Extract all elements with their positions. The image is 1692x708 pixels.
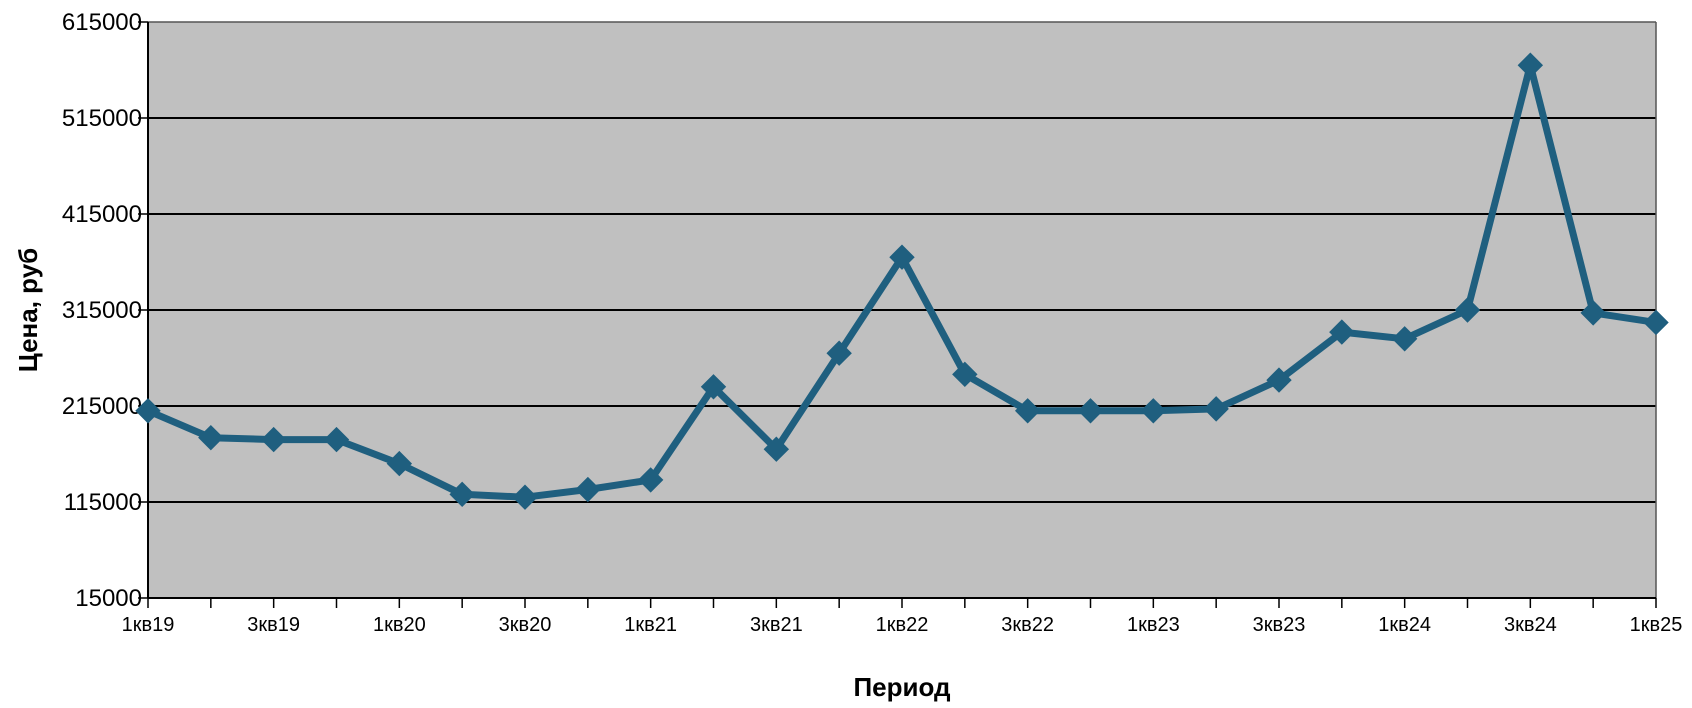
- data-point-marker: [1203, 396, 1229, 422]
- y-tick-label: 415000: [62, 201, 142, 228]
- y-tick-labels: 615000 515000 415000 315000 215000 115000 1500…: [62, 9, 142, 612]
- x-tick-label: 1кв24: [1378, 614, 1431, 636]
- x-tick-label: 3кв20: [499, 614, 552, 636]
- y-tick-label: 615000: [62, 9, 142, 36]
- y-tick-label: 115000: [64, 489, 142, 516]
- x-tick-label: 1кв25: [1630, 614, 1683, 636]
- data-point-marker: [1140, 398, 1167, 424]
- data-point-marker: [260, 426, 287, 453]
- data-point-marker: [1454, 297, 1481, 323]
- x-tick-label: 3кв22: [1001, 614, 1054, 636]
- x-tick-label: 3кв21: [750, 614, 803, 636]
- x-tick-label: 3кв23: [1253, 614, 1306, 636]
- data-point-marker: [1329, 319, 1355, 345]
- data-point-marker: [1077, 398, 1104, 424]
- grid-lines: [138, 21, 1656, 599]
- data-point-marker: [1643, 309, 1669, 336]
- data-point-marker: [826, 340, 852, 366]
- y-axis-title: Цена, руб: [13, 248, 43, 372]
- x-tick-label: 1кв22: [876, 614, 929, 636]
- data-point-marker: [1266, 367, 1292, 393]
- y-tick-label: 15000: [75, 585, 142, 612]
- data-point-marker: [700, 374, 727, 400]
- x-tick-label: 3кв24: [1504, 614, 1557, 636]
- series-layer: [135, 52, 1669, 510]
- data-point-marker: [512, 484, 538, 510]
- data-point-marker: [386, 450, 413, 477]
- data-point-marker: [889, 244, 915, 270]
- data-point-marker: [135, 398, 161, 424]
- data-point-marker: [952, 361, 978, 388]
- x-tick-label: 1кв19: [122, 614, 175, 636]
- data-point-marker: [1517, 52, 1544, 78]
- data-point-marker: [1391, 326, 1418, 352]
- y-tick-label: 515000: [62, 105, 142, 132]
- data-point-marker: [449, 481, 475, 508]
- data-point-marker: [575, 476, 601, 503]
- x-tick-label: 3кв19: [247, 614, 300, 636]
- data-point-marker: [198, 424, 224, 451]
- y-tick-label: 215000: [62, 393, 142, 420]
- data-point-marker: [637, 467, 664, 493]
- data-point-marker: [1014, 398, 1041, 424]
- x-tick-label: 1кв21: [624, 614, 677, 636]
- y-tick-label: 315000: [62, 297, 142, 324]
- data-point-marker: [763, 436, 790, 462]
- x-axis-title: Период: [853, 672, 951, 702]
- data-point-marker: [323, 426, 350, 453]
- data-point-marker: [1580, 300, 1606, 326]
- x-tick-label: 1кв23: [1127, 614, 1180, 636]
- x-tick-label: 1кв20: [373, 614, 426, 636]
- x-tick-labels: 1кв19 3кв19 1кв20 3кв20 1кв21 3кв21 1кв22 3кв22…: [122, 614, 1683, 636]
